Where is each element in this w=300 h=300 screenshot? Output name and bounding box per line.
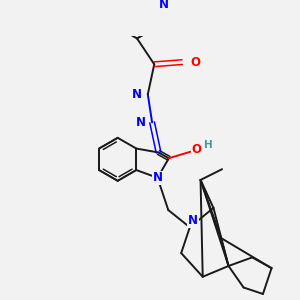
Text: N: N [136, 116, 146, 129]
Text: N: N [132, 88, 142, 101]
Text: N: N [152, 171, 163, 184]
Text: H: H [204, 140, 213, 150]
Text: N: N [188, 214, 198, 227]
Text: O: O [190, 56, 200, 69]
Text: N: N [159, 0, 169, 11]
Text: O: O [192, 143, 202, 156]
